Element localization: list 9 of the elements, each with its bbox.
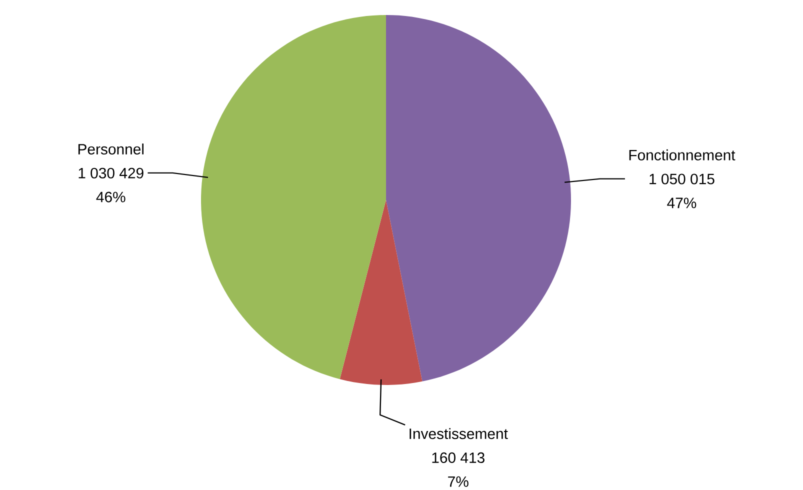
slice-label: Personnel — [78, 144, 144, 155]
data-label: 1 050 015 — [650, 174, 714, 184]
data-label: 160 413 — [432, 452, 484, 464]
text: 46% — [96, 192, 126, 202]
text: 7% — [448, 476, 468, 487]
text: 47% — [667, 198, 696, 208]
slice-label: Fonctionnement — [629, 150, 736, 160]
data-label: 1 030 429 — [78, 168, 144, 178]
slice-label: Investissement — [410, 428, 508, 440]
